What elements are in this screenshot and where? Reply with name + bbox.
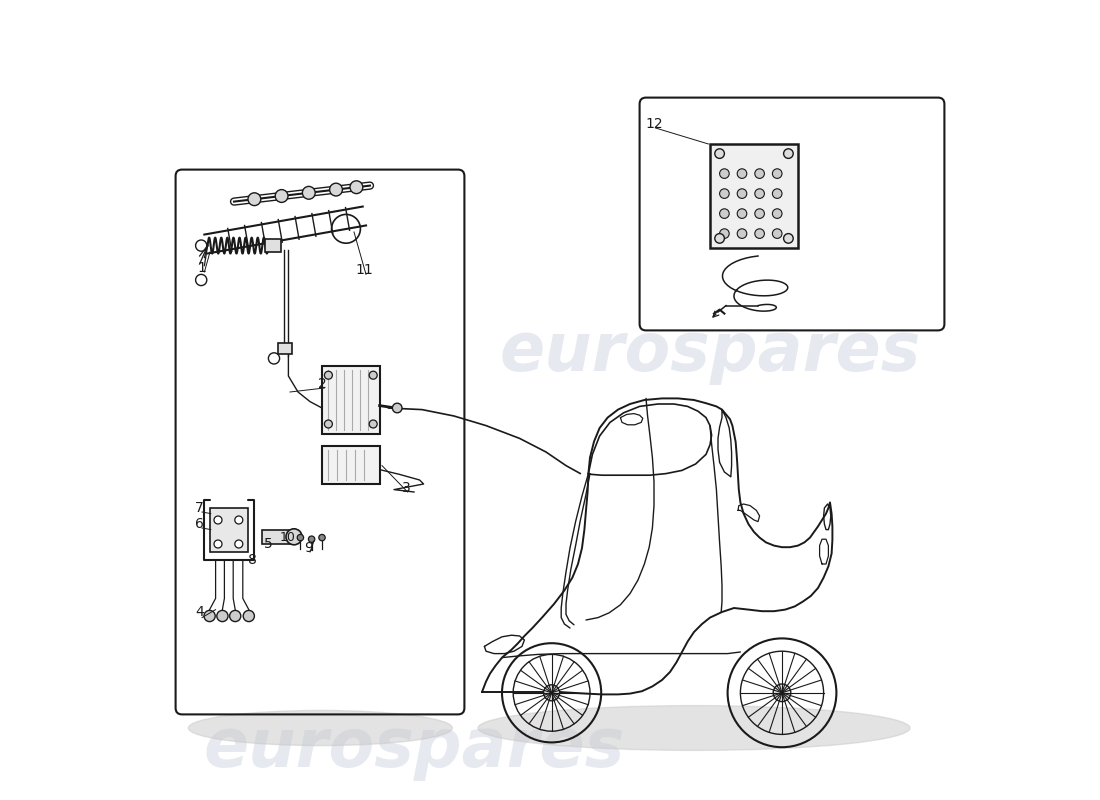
- Bar: [265, 239, 282, 252]
- Circle shape: [234, 540, 243, 548]
- Circle shape: [302, 186, 316, 199]
- Circle shape: [737, 169, 747, 178]
- Text: 9: 9: [304, 541, 312, 555]
- Circle shape: [234, 516, 243, 524]
- Circle shape: [773, 684, 791, 702]
- Circle shape: [783, 149, 793, 158]
- Text: 12: 12: [646, 117, 663, 131]
- Bar: [210, 508, 249, 552]
- Circle shape: [217, 610, 228, 622]
- Circle shape: [370, 420, 377, 428]
- Circle shape: [330, 183, 342, 196]
- Text: eurospares: eurospares: [499, 319, 921, 385]
- Circle shape: [214, 516, 222, 524]
- Circle shape: [230, 610, 241, 622]
- Text: 7: 7: [195, 501, 204, 515]
- Text: 5: 5: [264, 537, 273, 551]
- Ellipse shape: [188, 710, 452, 746]
- Circle shape: [715, 149, 725, 158]
- Circle shape: [370, 371, 377, 379]
- Circle shape: [719, 169, 729, 178]
- Text: 10: 10: [279, 531, 296, 544]
- Circle shape: [772, 209, 782, 218]
- Text: 11: 11: [355, 263, 373, 278]
- Circle shape: [324, 420, 332, 428]
- Circle shape: [543, 685, 560, 701]
- Circle shape: [715, 234, 725, 243]
- Circle shape: [350, 181, 363, 194]
- Bar: [322, 446, 379, 484]
- Circle shape: [324, 371, 332, 379]
- Circle shape: [243, 610, 254, 622]
- Text: 6: 6: [195, 517, 204, 531]
- Text: 1: 1: [198, 261, 207, 275]
- Bar: [710, 144, 798, 248]
- Circle shape: [286, 529, 302, 545]
- Bar: [278, 343, 293, 354]
- Circle shape: [772, 229, 782, 238]
- Circle shape: [204, 610, 216, 622]
- Circle shape: [755, 169, 764, 178]
- Circle shape: [737, 189, 747, 198]
- Circle shape: [275, 190, 288, 202]
- Circle shape: [772, 189, 782, 198]
- Bar: [322, 366, 379, 434]
- Text: 3: 3: [402, 481, 410, 495]
- Bar: [262, 530, 294, 544]
- Circle shape: [297, 534, 304, 541]
- Text: 2: 2: [318, 377, 327, 391]
- Circle shape: [755, 209, 764, 218]
- Circle shape: [737, 229, 747, 238]
- Text: 8: 8: [248, 553, 256, 567]
- Circle shape: [308, 536, 315, 542]
- Ellipse shape: [478, 706, 910, 750]
- Circle shape: [719, 209, 729, 218]
- Circle shape: [755, 229, 764, 238]
- Circle shape: [755, 189, 764, 198]
- Circle shape: [393, 403, 402, 413]
- Circle shape: [248, 193, 261, 206]
- Circle shape: [772, 169, 782, 178]
- Text: 4: 4: [195, 605, 204, 619]
- Text: eurospares: eurospares: [204, 715, 625, 781]
- Circle shape: [319, 534, 326, 541]
- Circle shape: [214, 540, 222, 548]
- Circle shape: [719, 229, 729, 238]
- Circle shape: [719, 189, 729, 198]
- Circle shape: [783, 234, 793, 243]
- Circle shape: [737, 209, 747, 218]
